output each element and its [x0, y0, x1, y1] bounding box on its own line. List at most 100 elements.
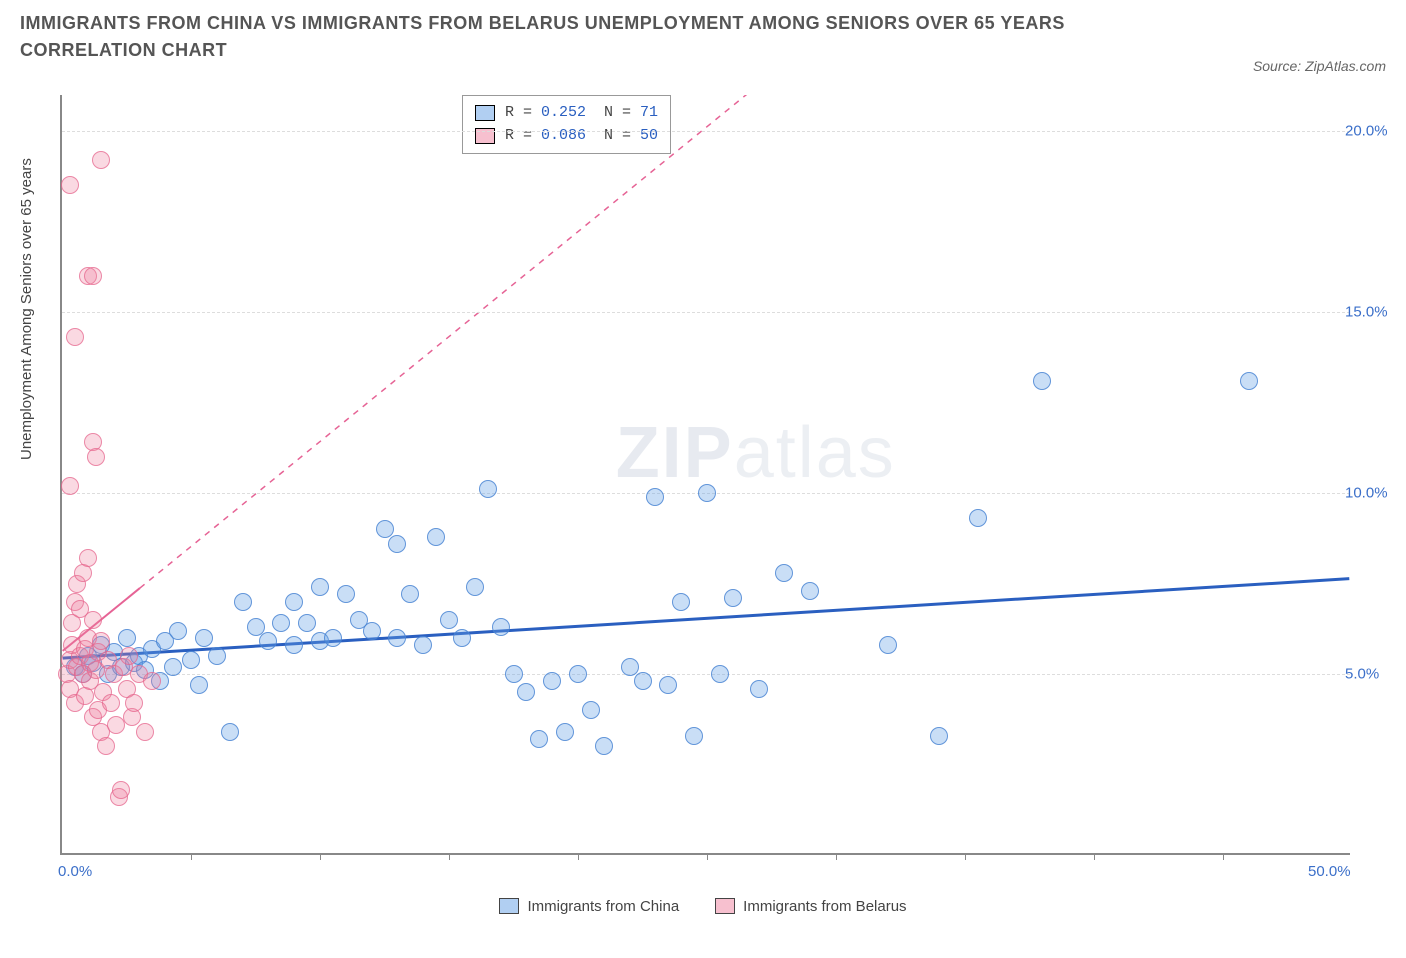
data-point — [143, 672, 161, 690]
data-point — [324, 629, 342, 647]
legend-item: Immigrants from Belarus — [715, 898, 906, 915]
data-point — [79, 549, 97, 567]
data-point — [221, 723, 239, 741]
data-point — [969, 509, 987, 527]
data-point — [401, 585, 419, 603]
data-point — [711, 665, 729, 683]
data-point — [724, 589, 742, 607]
data-point — [388, 629, 406, 647]
data-point — [120, 647, 138, 665]
series-legend: Immigrants from China Immigrants from Bel… — [0, 898, 1406, 919]
legend-swatch — [475, 128, 495, 144]
data-point — [247, 618, 265, 636]
data-point — [61, 176, 79, 194]
data-point — [169, 622, 187, 640]
data-point — [440, 611, 458, 629]
trend-line-dashed — [140, 95, 835, 588]
data-point — [685, 727, 703, 745]
x-tick — [449, 853, 450, 860]
legend-label: Immigrants from Belarus — [743, 898, 906, 915]
data-point — [930, 727, 948, 745]
x-tick — [191, 853, 192, 860]
data-point — [1033, 372, 1051, 390]
gridline-h — [62, 131, 1350, 132]
stat-r: R = 0.086 N = 50 — [505, 125, 658, 148]
data-point — [195, 629, 213, 647]
data-point — [388, 535, 406, 553]
legend-swatch — [499, 898, 519, 914]
data-point — [750, 680, 768, 698]
data-point — [285, 636, 303, 654]
legend-swatch — [715, 898, 735, 914]
stats-legend-row: R = 0.086 N = 50 — [475, 125, 658, 148]
x-axis-max-label: 50.0% — [1308, 863, 1351, 958]
data-point — [298, 614, 316, 632]
watermark: ZIPatlas — [616, 412, 896, 494]
data-point — [92, 151, 110, 169]
data-point — [517, 683, 535, 701]
data-point — [234, 593, 252, 611]
data-point — [775, 564, 793, 582]
data-point — [84, 267, 102, 285]
source-credit: Source: ZipAtlas.com — [1253, 58, 1386, 74]
data-point — [621, 658, 639, 676]
data-point — [376, 520, 394, 538]
data-point — [259, 632, 277, 650]
gridline-h — [62, 674, 1350, 675]
legend-item: Immigrants from China — [499, 898, 679, 915]
data-point — [125, 694, 143, 712]
data-point — [492, 618, 510, 636]
x-axis-min-label: 0.0% — [58, 863, 92, 958]
data-point — [543, 672, 561, 690]
y-tick-label: 20.0% — [1345, 123, 1400, 140]
data-point — [1240, 372, 1258, 390]
y-tick-label: 15.0% — [1345, 304, 1400, 321]
data-point — [595, 737, 613, 755]
y-axis-title: Unemployment Among Seniors over 65 years — [18, 158, 35, 460]
data-point — [118, 629, 136, 647]
x-tick — [1223, 853, 1224, 860]
data-point — [311, 578, 329, 596]
data-point — [479, 480, 497, 498]
data-point — [112, 781, 130, 799]
data-point — [87, 448, 105, 466]
x-tick — [578, 853, 579, 860]
data-point — [505, 665, 523, 683]
x-tick — [707, 853, 708, 860]
data-point — [634, 672, 652, 690]
data-point — [801, 582, 819, 600]
data-point — [190, 676, 208, 694]
data-point — [569, 665, 587, 683]
x-tick — [965, 853, 966, 860]
data-point — [61, 477, 79, 495]
gridline-h — [62, 312, 1350, 313]
data-point — [698, 484, 716, 502]
data-point — [164, 658, 182, 676]
data-point — [182, 651, 200, 669]
data-point — [102, 694, 120, 712]
trend-lines — [62, 95, 1350, 853]
stats-legend: R = 0.252 N = 71R = 0.086 N = 50 — [462, 95, 671, 154]
y-tick-label: 10.0% — [1345, 485, 1400, 502]
data-point — [363, 622, 381, 640]
data-point — [208, 647, 226, 665]
data-point — [530, 730, 548, 748]
y-tick-label: 5.0% — [1345, 666, 1400, 683]
data-point — [414, 636, 432, 654]
data-point — [84, 611, 102, 629]
data-point — [556, 723, 574, 741]
data-point — [97, 737, 115, 755]
legend-swatch — [475, 105, 495, 121]
data-point — [337, 585, 355, 603]
data-point — [672, 593, 690, 611]
data-point — [285, 593, 303, 611]
data-point — [879, 636, 897, 654]
data-point — [427, 528, 445, 546]
data-point — [646, 488, 664, 506]
data-point — [136, 723, 154, 741]
scatter-chart: R = 0.252 N = 71R = 0.086 N = 50 ZIPatla… — [60, 95, 1350, 855]
data-point — [453, 629, 471, 647]
x-tick — [1094, 853, 1095, 860]
data-point — [582, 701, 600, 719]
stats-legend-row: R = 0.252 N = 71 — [475, 102, 658, 125]
